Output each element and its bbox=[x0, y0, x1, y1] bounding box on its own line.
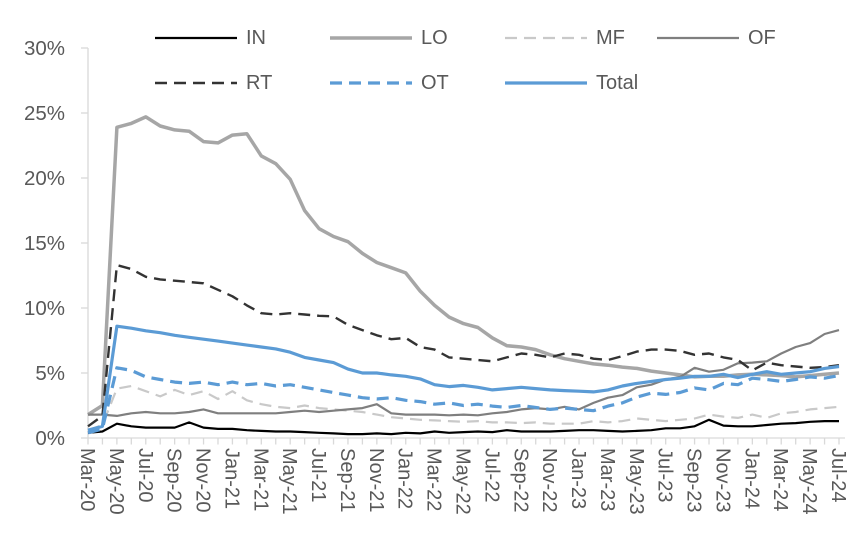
x-tick-label: Jul-22 bbox=[480, 448, 502, 502]
x-tick-label: Jul-24 bbox=[827, 448, 849, 502]
x-tick-label: May-24 bbox=[798, 448, 820, 515]
y-tick-label: 30% bbox=[24, 37, 65, 60]
x-tick-label: Mar-20 bbox=[76, 448, 98, 511]
series-line-ot bbox=[87, 366, 840, 435]
x-tick-label: May-21 bbox=[278, 448, 300, 515]
x-tick-label: Nov-21 bbox=[365, 448, 387, 512]
x-tick-label: May-23 bbox=[625, 448, 647, 515]
series-line-mf bbox=[87, 384, 840, 432]
y-tick-label: 0% bbox=[35, 427, 65, 450]
x-tick-label: Jan-22 bbox=[394, 448, 416, 509]
x-tick-label: Mar-21 bbox=[249, 448, 271, 511]
x-tick-label: Sep-21 bbox=[336, 448, 358, 513]
x-tick-label: Nov-20 bbox=[192, 448, 214, 512]
y-axis: 0% 5% 10% 15% 20% 25% 30% bbox=[24, 37, 89, 450]
x-tick-label: Nov-23 bbox=[711, 448, 733, 512]
x-tick-label: May-22 bbox=[452, 448, 474, 515]
x-tick-label: Jul-20 bbox=[134, 448, 156, 502]
x-tick-label: Jan-23 bbox=[567, 448, 589, 509]
x-tick-label: May-20 bbox=[105, 448, 127, 515]
x-tick-label: Mar-24 bbox=[769, 448, 791, 511]
series-line-in bbox=[87, 418, 839, 436]
x-tick-label: Jul-21 bbox=[307, 448, 329, 502]
series-line-of bbox=[88, 329, 840, 417]
x-axis: Mar-20 May-20 Jul-20 Sep-20 Nov-20 Jan-21 Mar-… bbox=[76, 437, 849, 515]
series-line-total bbox=[87, 324, 840, 432]
x-tick-label: Jul-23 bbox=[654, 448, 676, 502]
y-tick-label: 15% bbox=[24, 232, 65, 255]
x-tick-label: Jan-24 bbox=[740, 448, 762, 509]
x-tick-label: Mar-23 bbox=[596, 448, 618, 511]
x-tick-label: Mar-22 bbox=[423, 448, 445, 511]
series-line-rt bbox=[87, 263, 840, 428]
y-tick-label: 5% bbox=[35, 362, 65, 385]
x-tick-label: Sep-23 bbox=[683, 448, 705, 513]
x-tick-label: Sep-20 bbox=[163, 448, 185, 513]
x-tick-label: Jan-21 bbox=[220, 448, 242, 509]
x-tick-label: Sep-22 bbox=[509, 448, 531, 513]
y-tick-label: 25% bbox=[24, 102, 65, 125]
x-tick-label: Nov-22 bbox=[538, 448, 560, 512]
y-tick-label: 20% bbox=[24, 167, 65, 190]
y-tick-label: 10% bbox=[24, 297, 65, 320]
series-line-lo bbox=[87, 115, 840, 417]
